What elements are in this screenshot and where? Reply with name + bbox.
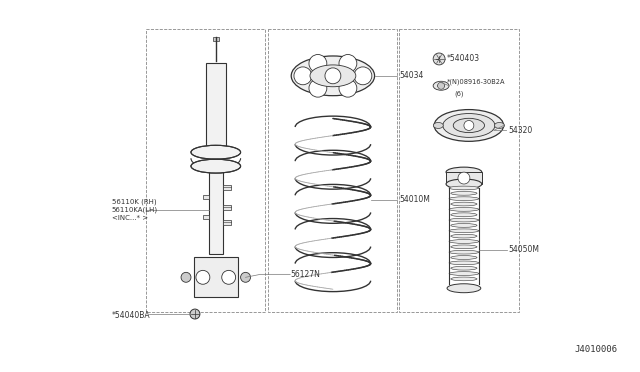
Ellipse shape — [449, 261, 479, 265]
Ellipse shape — [449, 186, 479, 190]
Text: 56127N: 56127N — [290, 270, 320, 279]
Circle shape — [309, 79, 327, 97]
Circle shape — [190, 309, 200, 319]
Bar — [268, 29, 397, 312]
Ellipse shape — [191, 159, 241, 173]
Bar — [203, 195, 209, 199]
Circle shape — [458, 172, 470, 184]
Ellipse shape — [495, 122, 504, 128]
Bar — [206, 63, 226, 155]
Text: 54034: 54034 — [399, 71, 424, 80]
Ellipse shape — [433, 122, 444, 128]
Circle shape — [309, 55, 327, 73]
Ellipse shape — [438, 84, 445, 88]
Ellipse shape — [449, 197, 479, 201]
Bar — [223, 185, 230, 190]
Text: 54050M: 54050M — [509, 245, 540, 254]
Bar — [446, 172, 482, 184]
Circle shape — [325, 68, 341, 84]
Circle shape — [339, 79, 357, 97]
Ellipse shape — [451, 266, 477, 270]
Ellipse shape — [449, 229, 479, 232]
Ellipse shape — [451, 213, 477, 217]
Ellipse shape — [451, 202, 477, 206]
Ellipse shape — [447, 284, 481, 293]
Circle shape — [221, 270, 236, 284]
Ellipse shape — [451, 277, 477, 281]
Bar — [213, 37, 219, 41]
Bar — [223, 205, 230, 210]
Circle shape — [339, 55, 357, 73]
Ellipse shape — [451, 192, 477, 195]
Circle shape — [181, 272, 191, 282]
Bar — [194, 257, 237, 297]
Circle shape — [196, 270, 210, 284]
Ellipse shape — [451, 245, 477, 249]
Ellipse shape — [451, 234, 477, 238]
Bar — [209, 155, 223, 254]
Ellipse shape — [446, 167, 482, 177]
Circle shape — [294, 67, 312, 85]
Ellipse shape — [310, 65, 356, 87]
Ellipse shape — [433, 81, 449, 90]
Ellipse shape — [449, 240, 479, 243]
Circle shape — [241, 272, 250, 282]
Ellipse shape — [434, 110, 504, 141]
Ellipse shape — [446, 179, 482, 189]
Circle shape — [438, 82, 445, 89]
Ellipse shape — [443, 113, 495, 137]
Text: *54040BA: *54040BA — [111, 311, 150, 320]
Ellipse shape — [453, 118, 484, 132]
Ellipse shape — [291, 56, 374, 96]
Circle shape — [464, 121, 474, 131]
Text: 54010M: 54010M — [399, 195, 430, 204]
Ellipse shape — [449, 208, 479, 211]
Circle shape — [433, 53, 445, 65]
Bar — [223, 220, 230, 225]
Bar — [399, 29, 518, 312]
Text: 56110K (RH)
56110KA(LH)
<INC...* >: 56110K (RH) 56110KA(LH) <INC...* > — [111, 198, 157, 221]
Circle shape — [354, 67, 372, 85]
Ellipse shape — [451, 224, 477, 227]
Ellipse shape — [451, 256, 477, 259]
Ellipse shape — [449, 218, 479, 222]
Text: (6): (6) — [454, 90, 463, 97]
Text: *540403: *540403 — [447, 54, 480, 64]
Text: J4010006: J4010006 — [575, 345, 618, 354]
Bar — [147, 29, 266, 312]
Text: *(N)08916-30B2A: *(N)08916-30B2A — [447, 78, 506, 85]
Ellipse shape — [449, 272, 479, 275]
Text: 54320: 54320 — [509, 126, 533, 135]
Ellipse shape — [191, 145, 241, 159]
Ellipse shape — [449, 250, 479, 254]
Bar — [203, 215, 209, 219]
